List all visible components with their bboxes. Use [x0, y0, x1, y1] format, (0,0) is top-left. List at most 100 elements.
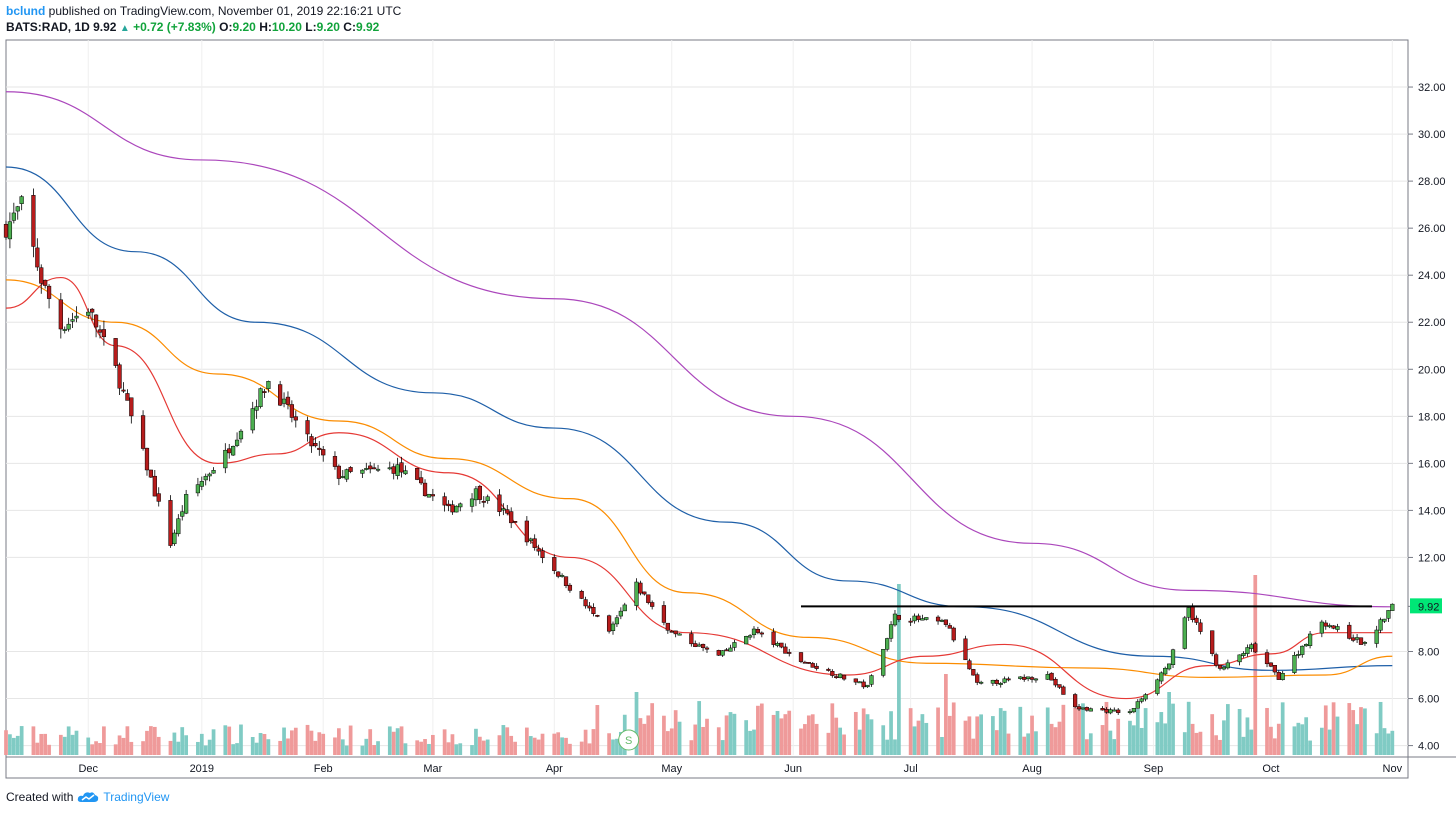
- volume-bar: [333, 737, 337, 755]
- volume-bar: [231, 744, 235, 755]
- candle-body: [1213, 654, 1219, 666]
- candle-body: [1080, 707, 1086, 710]
- candle-body: [826, 668, 831, 671]
- candle-body: [199, 481, 204, 487]
- volume-bar: [262, 733, 267, 755]
- candle-body: [348, 467, 353, 472]
- volume-bar: [1143, 708, 1148, 755]
- volume-bar: [944, 674, 948, 755]
- y-tick-label: 4.00: [1418, 741, 1439, 753]
- volume-bar: [705, 718, 709, 755]
- y-tick-label: 8.00: [1418, 647, 1439, 659]
- volume-bar: [669, 728, 674, 755]
- volume-bar: [1155, 722, 1160, 755]
- volume-bar: [376, 741, 380, 755]
- candle-body: [258, 388, 263, 407]
- volume-bar: [293, 727, 298, 755]
- volume-bar: [662, 715, 666, 755]
- volume-bar: [1214, 735, 1218, 755]
- candle-body: [422, 482, 428, 497]
- candle-body: [536, 548, 541, 552]
- volume-bar: [317, 732, 322, 755]
- volume-bars: [4, 575, 1395, 755]
- volume-bar: [481, 740, 486, 755]
- candle-body: [751, 628, 757, 636]
- volume-bar: [748, 730, 752, 755]
- open-value: 9.20: [232, 20, 256, 34]
- volume-bar: [889, 711, 893, 755]
- candle-body: [865, 684, 870, 688]
- candle-body: [638, 582, 643, 594]
- volume-bar: [897, 584, 901, 755]
- volume-bar: [1049, 723, 1054, 755]
- author-name[interactable]: bclund: [6, 4, 46, 18]
- volume-bar: [1269, 726, 1273, 755]
- candle-body: [1241, 653, 1246, 656]
- candle-body: [587, 605, 592, 609]
- volume-bar: [924, 722, 929, 755]
- candle-body: [125, 393, 130, 401]
- candle-body: [1084, 707, 1089, 711]
- moving-average-line: [5, 91, 1393, 608]
- volume-bar: [94, 741, 98, 755]
- volume-bar: [532, 737, 537, 755]
- volume-bar: [975, 716, 980, 755]
- price-chart[interactable]: S 32.00 30.00 28.00 26.00 24.00 22.00 20.00 18.…: [0, 0, 1456, 780]
- volume-bar: [11, 737, 16, 755]
- candle-body: [1182, 617, 1187, 649]
- volume-bar: [223, 725, 228, 755]
- volume-bar: [86, 737, 91, 755]
- volume-bar: [1327, 729, 1332, 755]
- candle-body: [869, 675, 874, 685]
- candle-body: [779, 642, 784, 648]
- volume-bar: [673, 710, 678, 755]
- publish-info: published on TradingView.com, November 0…: [48, 4, 402, 18]
- volume-bar: [646, 715, 651, 755]
- volume-bar: [156, 736, 161, 755]
- candle-body: [622, 604, 627, 612]
- candle-body: [975, 674, 980, 683]
- close-label: C:: [343, 20, 356, 34]
- candle-body: [1190, 606, 1195, 620]
- split-event-marker: [618, 729, 640, 751]
- volume-bar: [1100, 725, 1105, 755]
- volume-bar: [595, 705, 600, 755]
- volume-bar: [305, 724, 310, 755]
- candle-body: [1335, 626, 1340, 630]
- candle-body: [184, 494, 189, 514]
- candle-body: [524, 520, 529, 543]
- volume-bar: [979, 714, 983, 755]
- candle-body: [916, 615, 921, 620]
- tradingview-cloud-icon: [78, 792, 99, 802]
- candle-body: [755, 629, 761, 633]
- volume-bar: [552, 733, 557, 755]
- candle-body: [207, 473, 212, 477]
- candle-body: [924, 617, 929, 620]
- volume-bar: [908, 708, 913, 755]
- candle-body: [967, 660, 972, 670]
- volume-bar: [963, 720, 968, 755]
- volume-bar: [1308, 740, 1312, 755]
- tradingview-brand-link[interactable]: TradingView: [103, 790, 170, 804]
- volume-bar: [1390, 730, 1395, 755]
- candle-body: [31, 195, 36, 247]
- candle-body: [1061, 686, 1066, 695]
- candle-body: [971, 669, 976, 676]
- candle-body: [716, 650, 721, 656]
- candle-body: [140, 415, 146, 449]
- volume-bar: [689, 740, 694, 755]
- candle-body: [583, 599, 588, 607]
- volume-bar: [74, 730, 79, 755]
- volume-bar: [1088, 733, 1093, 755]
- candle-body: [1210, 630, 1215, 654]
- candle-body: [11, 212, 16, 221]
- split-event-label: S: [625, 735, 632, 747]
- volume-bar: [364, 738, 369, 755]
- candle-body: [3, 224, 9, 238]
- candle-body: [1217, 664, 1223, 669]
- volume-bar: [607, 733, 611, 755]
- volume-bar: [266, 739, 271, 755]
- candle-body: [156, 493, 161, 502]
- candle-body: [148, 469, 154, 478]
- candle-body: [1057, 684, 1062, 688]
